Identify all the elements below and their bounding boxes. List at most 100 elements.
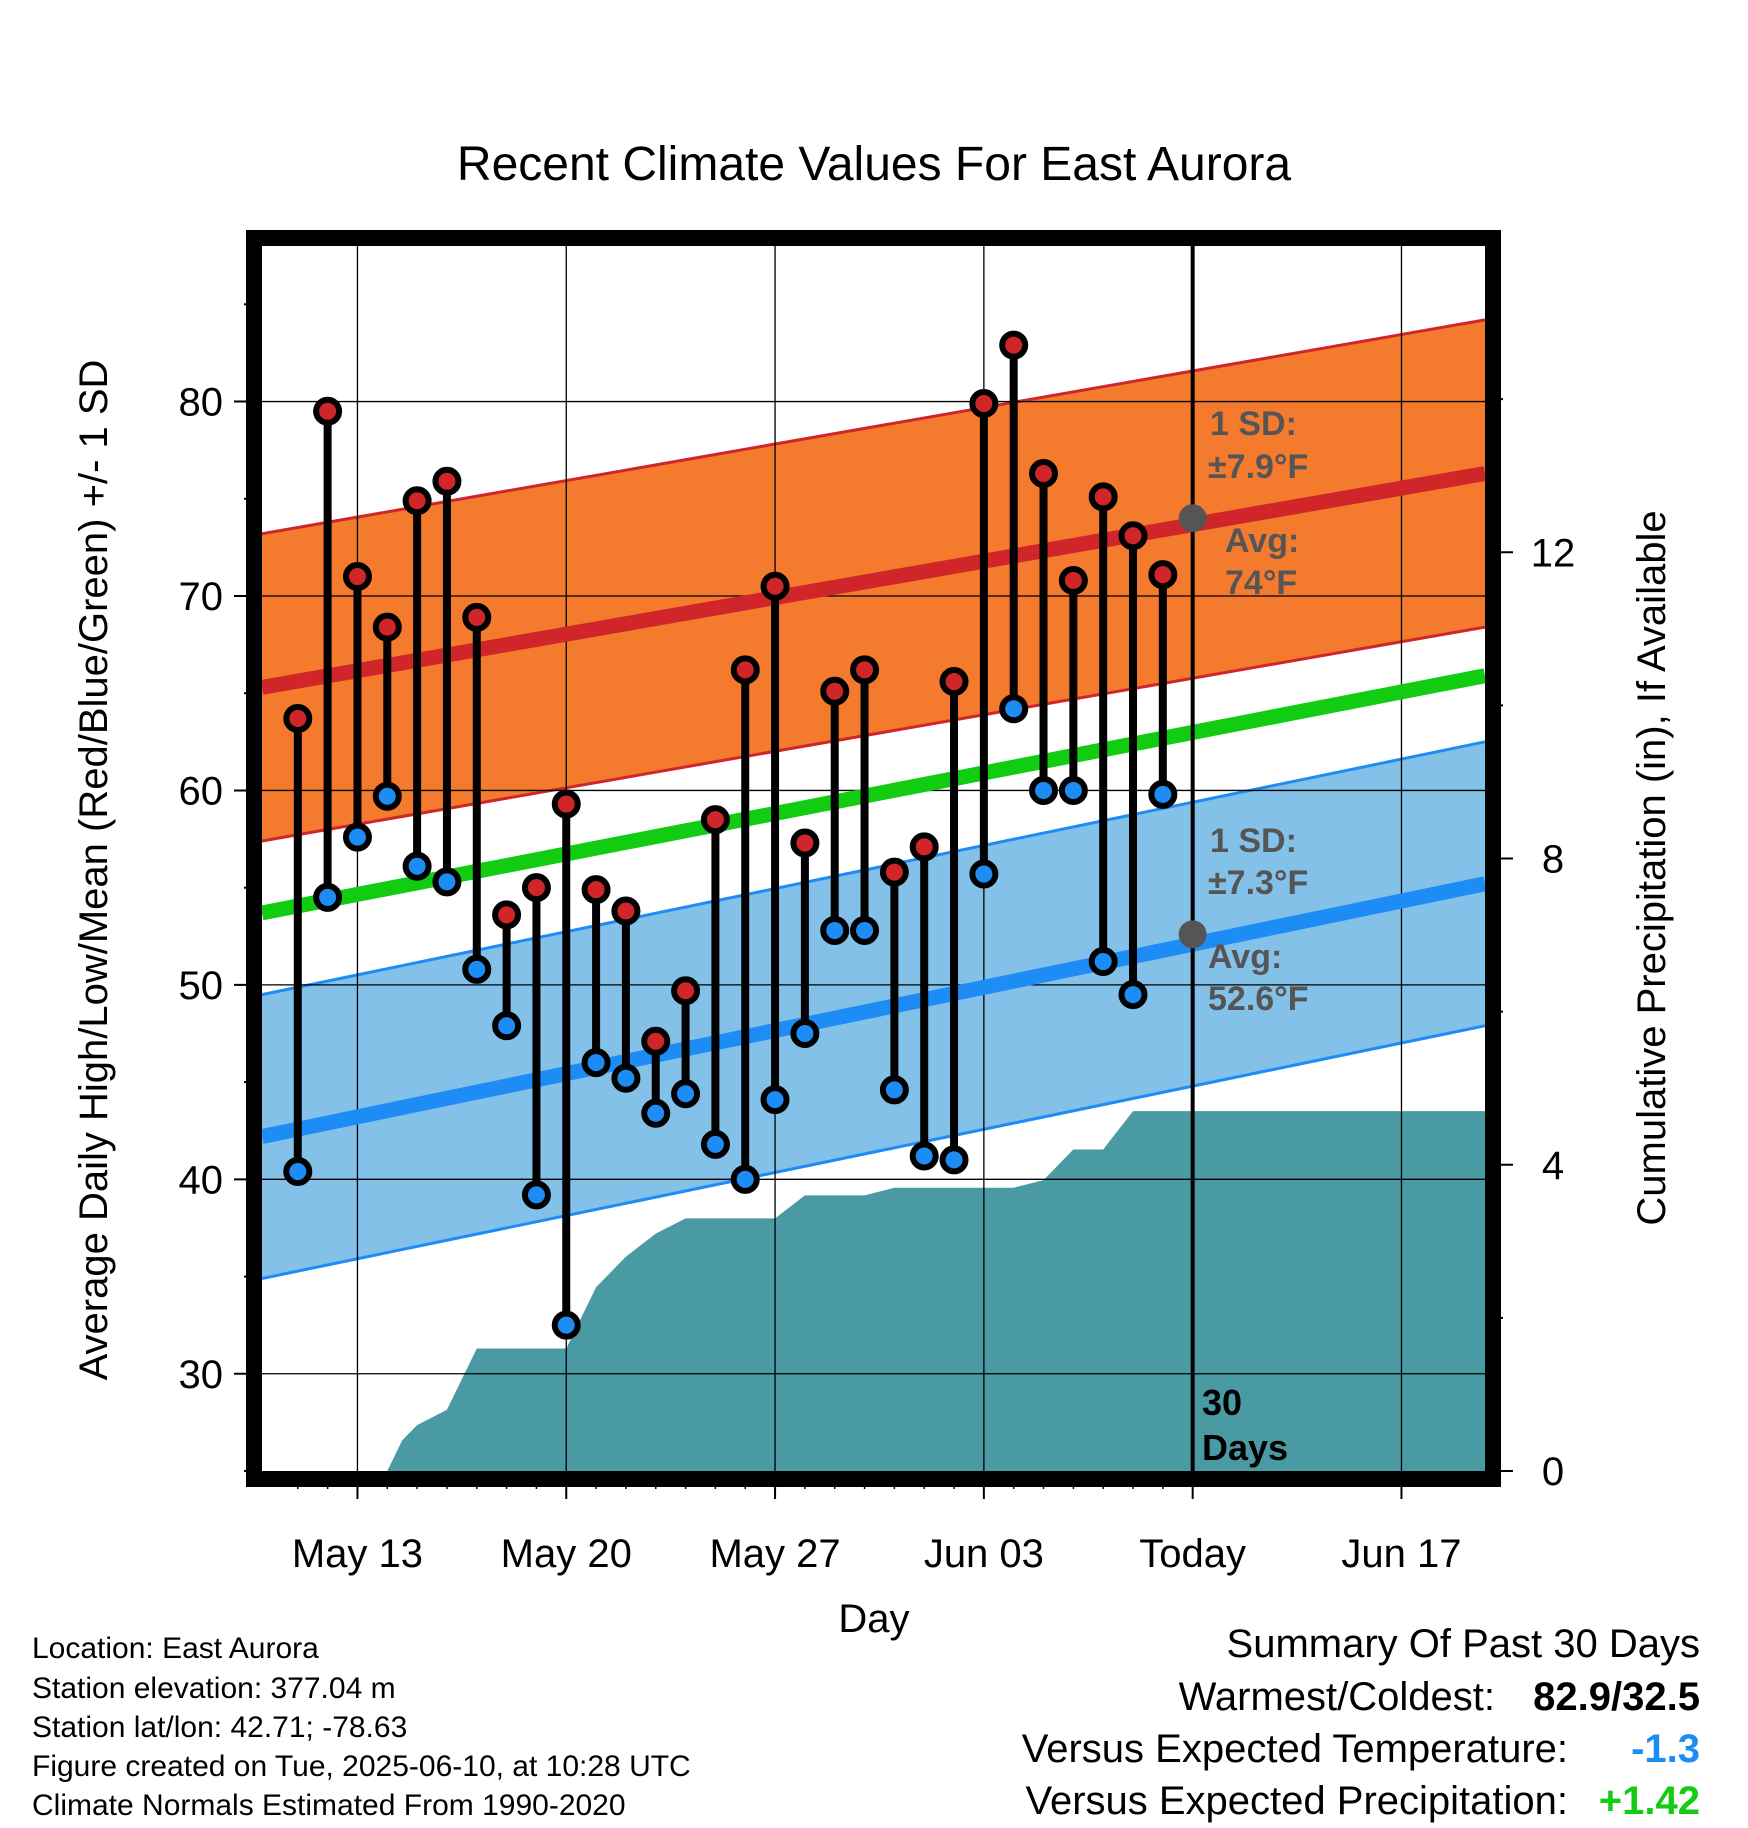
high-point	[432, 466, 462, 496]
high-sd-value: ±7.9°F	[1208, 448, 1308, 486]
summary-warm-cold-value: 82.9/32.5	[1533, 1675, 1700, 1719]
summary-temp-label: Versus Expected Temperature:	[1022, 1727, 1568, 1771]
high-point	[700, 805, 730, 835]
summary-box: Summary Of Past 30 Days Warmest/Coldest:…	[1022, 1622, 1700, 1823]
low-point	[1058, 775, 1088, 805]
low-point	[611, 1063, 641, 1093]
high-point	[1118, 521, 1148, 551]
low-point	[969, 859, 999, 889]
low-point	[521, 1180, 551, 1210]
normal-high-line	[260, 466, 1487, 695]
high-point	[611, 896, 641, 926]
info-created: Figure created on Tue, 2025-06-10, at 10…	[32, 1750, 691, 1783]
low-point	[999, 694, 1029, 724]
summary-warm-cold-label: Warmest/Coldest:	[1179, 1675, 1495, 1719]
high-point	[879, 857, 909, 887]
high-point	[521, 873, 551, 903]
low-point	[1148, 779, 1178, 809]
daily-points	[283, 330, 1178, 1340]
info-normals: Climate Normals Estimated From 1990-2020	[32, 1789, 626, 1822]
high-avg-label: Avg:	[1225, 522, 1299, 560]
low-avg-value: 52.6°F	[1208, 980, 1309, 1018]
summary-temp-value: -1.3	[1631, 1727, 1700, 1771]
summary-precip-value: +1.42	[1599, 1779, 1700, 1823]
y-tick-label: 40	[179, 1158, 224, 1202]
low-band-lower-edge	[261, 1024, 1486, 1280]
normal-mean-line	[260, 668, 1487, 921]
low-point	[1118, 980, 1148, 1010]
low-point	[700, 1129, 730, 1159]
y-tick-label: 70	[179, 575, 224, 619]
info-latlon: Station lat/lon: 42.71; -78.63	[32, 1711, 407, 1744]
low-point	[641, 1098, 671, 1128]
low-point	[850, 915, 880, 945]
x-tick-label: Today	[1139, 1532, 1246, 1576]
high-point	[551, 789, 581, 819]
high-point	[641, 1026, 671, 1056]
high-point	[760, 571, 790, 601]
low-point	[939, 1145, 969, 1175]
low-point	[372, 781, 402, 811]
x-tick-label: May 13	[292, 1532, 423, 1576]
x-axis-label: Day	[838, 1597, 909, 1641]
y2-axis-label: Cumulative Precipitation (in), If Availa…	[1630, 510, 1674, 1225]
high-point	[1029, 459, 1059, 488]
low-point	[1088, 947, 1118, 977]
high-point	[283, 704, 313, 733]
y2-tick-label: 12	[1531, 531, 1576, 575]
low-point	[551, 1310, 581, 1340]
average-markers	[1178, 504, 1207, 949]
high-point	[1148, 560, 1178, 590]
high-point	[372, 612, 402, 642]
plot-area	[260, 246, 1487, 1471]
high-point	[939, 667, 969, 697]
y-tick-label: 30	[179, 1353, 224, 1397]
y2-tick-label: 0	[1542, 1450, 1564, 1494]
low-point	[671, 1079, 701, 1109]
high-point	[342, 562, 372, 592]
high-band-upper-edge	[261, 318, 1486, 536]
low-band-upper-edge	[261, 740, 1486, 997]
low-point	[760, 1085, 790, 1115]
high-avg-marker	[1178, 504, 1207, 533]
low-avg-label: Avg:	[1208, 938, 1282, 976]
low-point	[462, 954, 492, 984]
high-point	[909, 832, 939, 862]
high-point	[850, 655, 880, 685]
low-point	[1029, 775, 1059, 805]
daily-range-bars	[293, 345, 1167, 1326]
high-point	[969, 389, 999, 418]
low-point	[342, 822, 372, 852]
high-point	[671, 976, 701, 1006]
axis-ticks	[234, 303, 1513, 1499]
x-tick-label: May 27	[709, 1532, 840, 1576]
summary-title: Summary Of Past 30 Days	[1227, 1622, 1700, 1666]
x-tick-label: Jun 03	[924, 1532, 1044, 1576]
normal-low-line	[260, 876, 1487, 1144]
high-point	[730, 655, 760, 685]
low-point	[790, 1019, 820, 1048]
high-point	[790, 828, 820, 858]
y-axis-label: Average Daily High/Low/Mean (Red/Blue/Gr…	[72, 360, 116, 1381]
info-elevation: Station elevation: 377.04 m	[32, 1672, 396, 1705]
low-point	[313, 882, 343, 912]
days-annotation: 30 Days	[1202, 1382, 1288, 1468]
y2-tick-label: 4	[1542, 1144, 1564, 1188]
low-sd-value: ±7.3°F	[1208, 864, 1308, 902]
low-point	[581, 1048, 611, 1078]
high-avg-value: 74°F	[1225, 564, 1297, 602]
summary-precip-label: Versus Expected Precipitation:	[1025, 1779, 1568, 1823]
y-tick-label: 50	[179, 964, 224, 1008]
low-avg-marker	[1178, 920, 1207, 949]
normal-lines	[260, 466, 1487, 1144]
y-tick-label: 80	[179, 381, 224, 425]
high-point	[1058, 565, 1088, 595]
chart-title: Recent Climate Values For East Aurora	[457, 138, 1291, 191]
high-band-lower-edge	[261, 625, 1486, 843]
low-point	[492, 1011, 522, 1041]
low-point	[402, 851, 432, 881]
high-point	[402, 486, 432, 516]
high-annotation: 1 SD: ±7.9°F Avg: 74°F	[1208, 405, 1308, 602]
high-point	[581, 875, 611, 905]
